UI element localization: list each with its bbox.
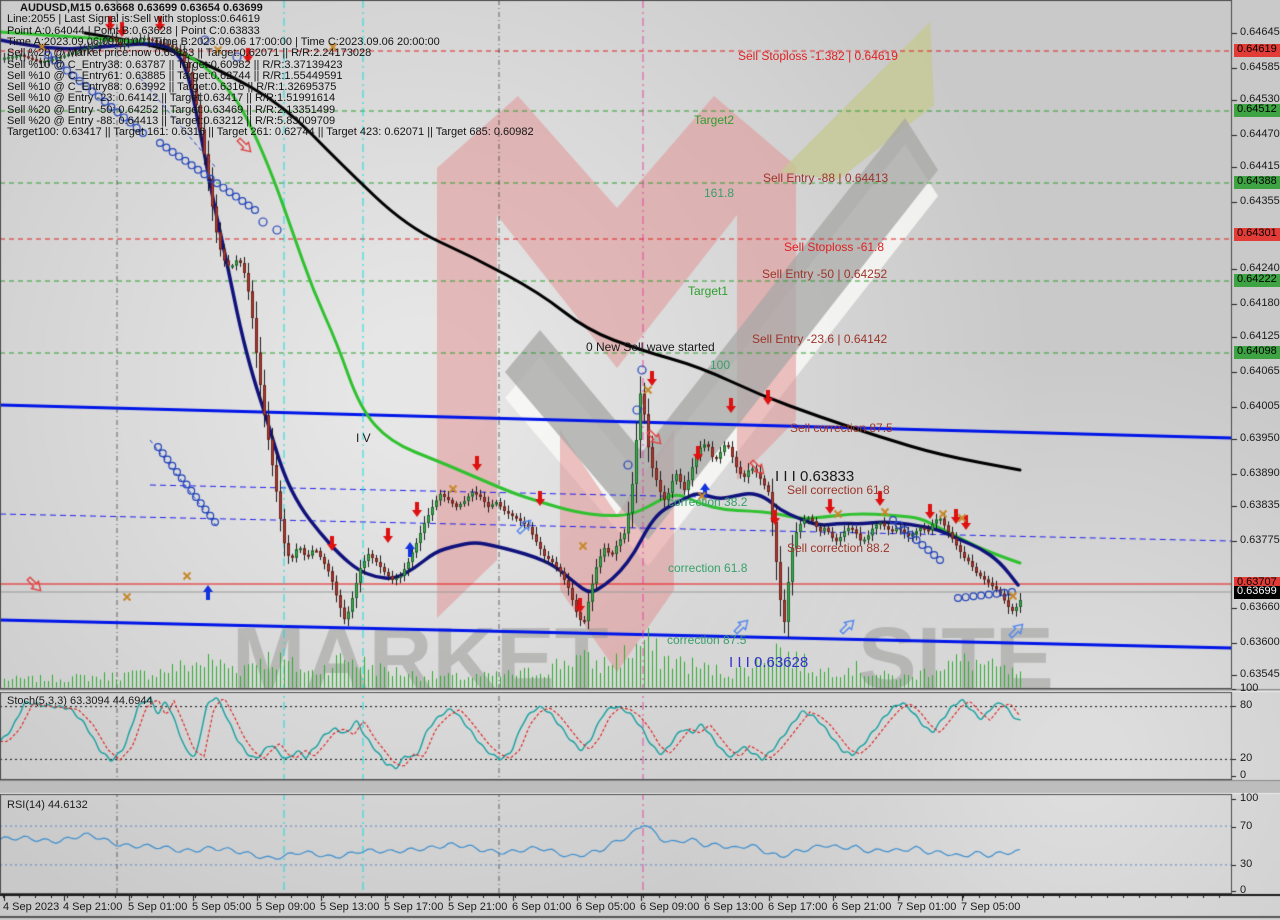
chart-canvas[interactable] [0,0,1280,920]
mt4-chart-window: Stoch(5,3,3) 63.3094 44.6944 RSI(14) 44.… [0,0,1280,920]
